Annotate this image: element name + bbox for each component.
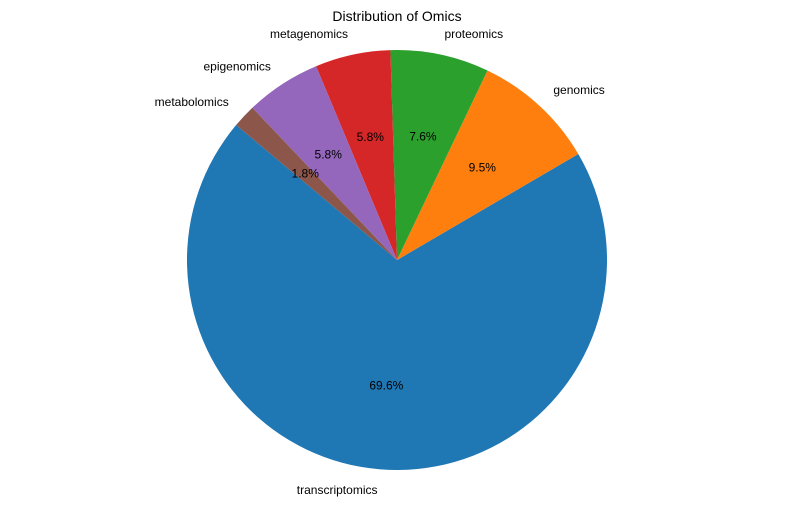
- slice-label-genomics: genomics: [553, 83, 604, 97]
- chart-title: Distribution of Omics: [332, 8, 461, 24]
- pct-label-epigenomics: 5.8%: [315, 147, 343, 161]
- slice-label-transcriptomics: transcriptomics: [297, 483, 378, 497]
- pie-labels: transcriptomics 69.6% genomics 9.5% proteomi…: [155, 27, 605, 497]
- pie-slice-epigenomics: [252, 66, 397, 260]
- pie-slice-metagenomics: [316, 50, 397, 260]
- pct-label-genomics: 9.5%: [469, 160, 497, 174]
- pct-label-metabolomics: 1.8%: [292, 167, 320, 181]
- pie-slice-transcriptomics: [187, 125, 607, 471]
- pie-slice-proteomics: [390, 50, 488, 261]
- pie-slices: [187, 50, 607, 471]
- slice-label-proteomics: proteomics: [444, 27, 503, 41]
- pie-slice-genomics: [397, 70, 579, 260]
- pct-label-proteomics: 7.6%: [409, 130, 437, 144]
- slice-label-metabolomics: metabolomics: [155, 95, 229, 109]
- pie-slice-metabolomics: [236, 107, 397, 260]
- slice-label-metagenomics: metagenomics: [270, 27, 348, 41]
- pct-label-metagenomics: 5.8%: [357, 130, 385, 144]
- pct-label-transcriptomics: 69.6%: [369, 379, 403, 393]
- slice-label-epigenomics: epigenomics: [203, 59, 270, 73]
